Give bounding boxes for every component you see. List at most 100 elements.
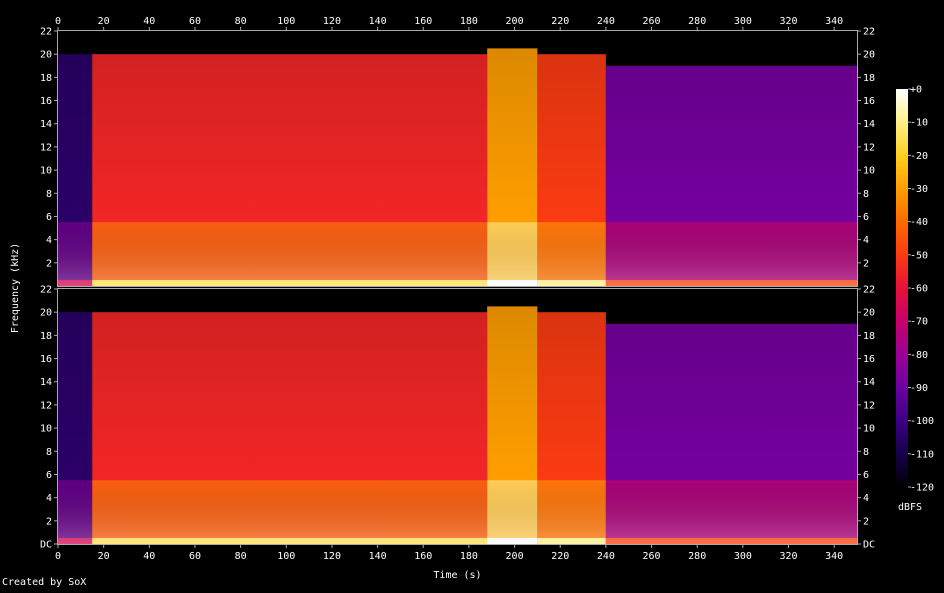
x-tick-label-bottom: 220 [551, 551, 569, 562]
y-tick-label-left: 8 [46, 447, 52, 458]
colorbar: +0 -10 -20 -30 -40 -50 -60 -70 -80 -90 -100 -110 -12… [896, 85, 934, 513]
y-tick-label-left: 14 [40, 377, 52, 388]
colorbar-tick-label: -10 [910, 118, 928, 129]
x-tick-label-bottom: 120 [323, 551, 341, 562]
x-tick-label-bottom: 260 [643, 551, 661, 562]
colorbar-tick-label: -80 [910, 350, 928, 361]
panel-frame [57, 288, 858, 545]
y-tick-label-right: 18 [863, 73, 875, 84]
colorbar-label: dBFS [898, 502, 922, 513]
x-tick-label-bottom: 0 [55, 551, 61, 562]
x-tick-label-top: 100 [277, 16, 295, 27]
x-tick-label-bottom: 80 [235, 551, 247, 562]
y-tick-label-left: 14 [40, 119, 52, 130]
x-tick-label-bottom: 20 [98, 551, 110, 562]
y-tick-label-right: 18 [863, 331, 875, 342]
y-tick-label-right: 20 [863, 308, 875, 319]
y-tick-label-right: 20 [863, 50, 875, 61]
y-tick-label-left: 12 [40, 142, 52, 153]
x-tick-label-bottom: 140 [369, 551, 387, 562]
y-tick-label-right: 2 [863, 516, 869, 527]
x-tick-label-bottom: 60 [189, 551, 201, 562]
y-tick-label-left: 8 [46, 189, 52, 200]
y-tick-label-right: 6 [863, 212, 869, 223]
y-tick-label-right: 12 [863, 400, 875, 411]
y-tick-label-left: 16 [40, 354, 52, 365]
y-tick-label-right: 2 [863, 258, 869, 269]
credit-text: Created by SoX [2, 577, 87, 588]
y-tick-label-left: 10 [40, 166, 52, 177]
colorbar-tick-label: -110 [910, 449, 934, 460]
x-tick-label-top: 240 [597, 16, 615, 27]
x-tick-label-top: 80 [235, 16, 247, 27]
x-tick-label-top: 140 [369, 16, 387, 27]
y-tick-label-right: 10 [863, 424, 875, 435]
y-tick-label-left: 12 [40, 400, 52, 411]
colorbar-scale [896, 89, 908, 487]
y-tick-label-left: 20 [40, 308, 52, 319]
y-tick-label-left: 2 [46, 516, 52, 527]
x-tick-label-bottom: 240 [597, 551, 615, 562]
colorbar-tick-label: -70 [910, 317, 928, 328]
y-tick-label-left: 2 [46, 258, 52, 269]
x-tick-label-bottom: 100 [277, 551, 295, 562]
x-tick-label-bottom: 180 [460, 551, 478, 562]
y-tick-label-right: 4 [863, 235, 869, 246]
x-tick-label-bottom: 340 [825, 551, 843, 562]
x-tick-label-top: 20 [98, 16, 110, 27]
colorbar-tick-label: -40 [910, 217, 928, 228]
y-tick-label-right: 6 [863, 470, 869, 481]
colorbar-tick-label: +0 [910, 85, 922, 96]
x-tick-label-top: 220 [551, 16, 569, 27]
y-tick-label-right: 16 [863, 354, 875, 365]
y-tick-label-right: 14 [863, 377, 875, 388]
y-tick-label-right: 14 [863, 119, 875, 130]
y-tick-label-left: 18 [40, 331, 52, 342]
colorbar-tick-label: -120 [910, 483, 934, 494]
colorbar-tick-label: -30 [910, 184, 928, 195]
y-tick-label-left: DC [40, 540, 52, 551]
y-axis-label: Frequency (kHz) [10, 243, 21, 333]
y-tick-label-right: 8 [863, 447, 869, 458]
y-tick-label-left: 6 [46, 470, 52, 481]
panel-frame [57, 30, 858, 287]
y-tick-label-left: 20 [40, 50, 52, 61]
x-tick-label-bottom: 320 [779, 551, 797, 562]
x-tick-label-bottom: 280 [688, 551, 706, 562]
x-tick-label-top: 320 [779, 16, 797, 27]
y-tick-label-left: 10 [40, 424, 52, 435]
channel-1-spectrogram [57, 30, 858, 287]
x-tick-label-bottom: 160 [414, 551, 432, 562]
x-tick-label-top: 300 [734, 16, 752, 27]
colorbar-tick-label: -50 [910, 250, 928, 261]
y-tick-label-left: 4 [46, 493, 52, 504]
x-tick-label-bottom: 40 [143, 551, 155, 562]
shading-overlay [58, 31, 857, 286]
y-tick-label-left: 18 [40, 73, 52, 84]
y-tick-label-right: DC [863, 540, 875, 551]
shading-overlay [58, 289, 857, 544]
channel-panels [57, 30, 858, 545]
x-tick-label-top: 120 [323, 16, 341, 27]
colorbar-tick-label: -100 [910, 416, 934, 427]
x-tick-label-top: 260 [643, 16, 661, 27]
channel-2-spectrogram [57, 288, 858, 545]
x-tick-label-top: 160 [414, 16, 432, 27]
y-tick-label-right: 12 [863, 142, 875, 153]
x-tick-label-top: 200 [506, 16, 524, 27]
x-tick-label-top: 0 [55, 16, 61, 27]
y-tick-label-left: 22 [40, 27, 52, 38]
y-tick-label-right: 8 [863, 189, 869, 200]
y-tick-label-left: 22 [40, 285, 52, 296]
x-tick-label-bottom: 200 [506, 551, 524, 562]
colorbar-tick-label: -60 [910, 284, 928, 295]
y-tick-label-left: 4 [46, 235, 52, 246]
y-tick-label-left: 6 [46, 212, 52, 223]
y-tick-label-right: 22 [863, 27, 875, 38]
x-tick-label-bottom: 300 [734, 551, 752, 562]
y-tick-label-right: 16 [863, 96, 875, 107]
x-tick-label-top: 40 [143, 16, 155, 27]
y-tick-label-left: 16 [40, 96, 52, 107]
